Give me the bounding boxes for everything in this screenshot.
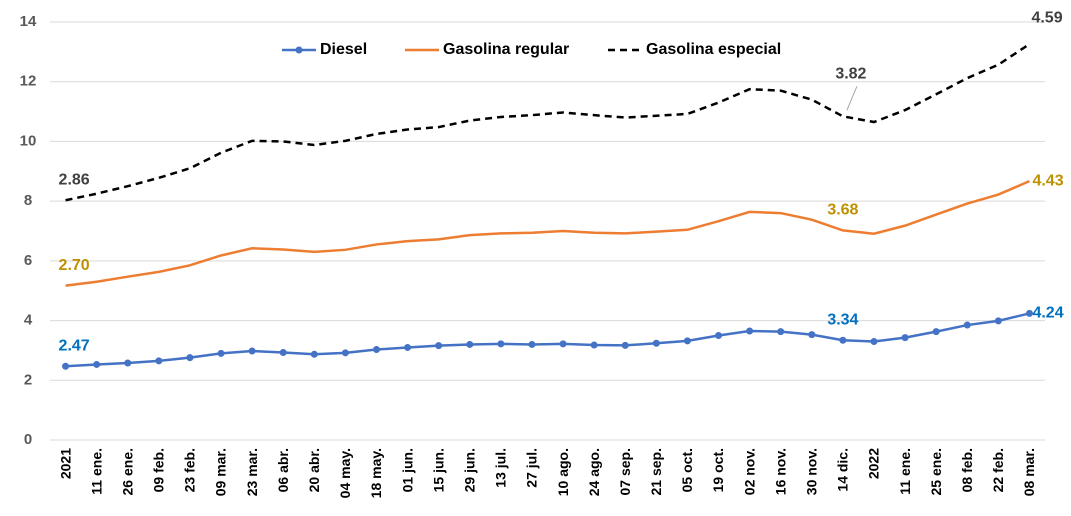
point: [497, 340, 505, 348]
x-tick-label: 09 mar.: [213, 448, 229, 496]
x-tick-label: 2021: [57, 448, 73, 479]
point: [901, 334, 909, 342]
x-tick-label: 09 feb.: [151, 448, 167, 492]
point: [777, 328, 785, 336]
y-tick-label: 2: [24, 371, 32, 388]
data-label: 3.34: [827, 311, 858, 328]
x-tick-label: 10 ago.: [555, 448, 571, 496]
point: [217, 349, 225, 357]
y-tick-label: 0: [24, 431, 32, 448]
x-tick-label: 11 ene.: [88, 448, 104, 495]
x-tick-label: 20 abr.: [306, 448, 322, 492]
x-tick-label: 01 jun.: [399, 448, 415, 492]
point: [435, 342, 443, 350]
y-tick-label: 10: [20, 132, 37, 149]
data-label: 4.59: [1031, 9, 1062, 26]
x-tick-label: 07 sep.: [617, 448, 633, 495]
x-tick-label: 24 ago.: [586, 448, 602, 496]
y-tick-label: 6: [24, 252, 32, 269]
data-label: 2.70: [59, 257, 90, 274]
point: [248, 347, 256, 355]
data-label: 2.86: [59, 171, 90, 188]
point: [341, 349, 349, 357]
point: [963, 321, 971, 329]
x-tick-label: 13 jul.: [493, 448, 509, 488]
point: [559, 340, 567, 348]
point: [124, 359, 132, 367]
legend-marker: [295, 46, 303, 54]
point: [746, 327, 754, 335]
y-tick-label: 12: [20, 73, 37, 90]
y-tick-label: 4: [24, 312, 33, 329]
data-label: 2.47: [59, 337, 90, 354]
point: [186, 354, 194, 362]
point: [621, 341, 629, 349]
x-tick-label: 14 dic.: [835, 448, 851, 492]
x-tick-label: 08 feb.: [959, 448, 975, 492]
x-tick-label: 04 may.: [337, 448, 353, 498]
x-tick-label: 21 sep.: [648, 448, 664, 495]
data-label: 3.68: [827, 202, 858, 219]
series-line: [65, 43, 1031, 202]
point: [808, 331, 816, 339]
point: [652, 339, 660, 347]
point: [62, 362, 70, 370]
x-tick-label: 15 jun.: [430, 448, 446, 492]
x-tick-label: 23 mar.: [244, 448, 260, 496]
data-label: 3.82: [835, 66, 866, 83]
point: [870, 337, 878, 345]
x-tick-label: 19 oct.: [710, 448, 726, 492]
legend-label: Gasolina regular: [443, 41, 569, 58]
point: [466, 340, 474, 348]
point: [279, 349, 287, 357]
point: [590, 341, 598, 349]
point: [310, 350, 318, 358]
point: [93, 360, 101, 368]
point: [1025, 309, 1033, 317]
series-line: [65, 312, 1030, 368]
data-label: 4.43: [1032, 172, 1063, 189]
point: [404, 343, 412, 351]
legend-label: Gasolina especial: [646, 41, 781, 58]
x-tick-label: 08 mar.: [1021, 448, 1037, 496]
point: [155, 357, 163, 365]
point: [683, 337, 691, 345]
x-tick-label: 06 abr.: [275, 448, 291, 492]
x-tick-label: 30 nov.: [804, 448, 820, 495]
x-tick-label: 27 jul.: [524, 448, 540, 488]
x-tick-label: 02 nov.: [741, 448, 757, 495]
point: [528, 340, 536, 348]
x-tick-label: 2022: [866, 448, 882, 479]
point: [932, 328, 940, 336]
point: [715, 332, 723, 339]
leader-line: [846, 86, 858, 111]
x-tick-label: 05 oct.: [679, 448, 695, 492]
legend-label: Diesel: [320, 41, 367, 58]
y-tick-label: 8: [24, 192, 32, 209]
x-tick-label: 22 feb.: [990, 448, 1006, 492]
point: [839, 336, 847, 344]
x-tick-label: 29 jun.: [461, 448, 477, 492]
point: [994, 317, 1002, 325]
x-tick-label: 16 nov.: [772, 448, 788, 495]
data-label: 4.24: [1032, 305, 1063, 322]
x-tick-label: 25 ene.: [928, 448, 944, 495]
y-tick-label: 14: [20, 13, 37, 30]
point: [372, 346, 380, 354]
x-tick-label: 26 ene.: [119, 448, 135, 495]
series-line: [65, 179, 1030, 287]
x-tick-label: 18 may.: [368, 448, 384, 498]
x-tick-label: 23 feb.: [182, 448, 198, 492]
x-tick-label: 11 ene.: [897, 448, 913, 495]
